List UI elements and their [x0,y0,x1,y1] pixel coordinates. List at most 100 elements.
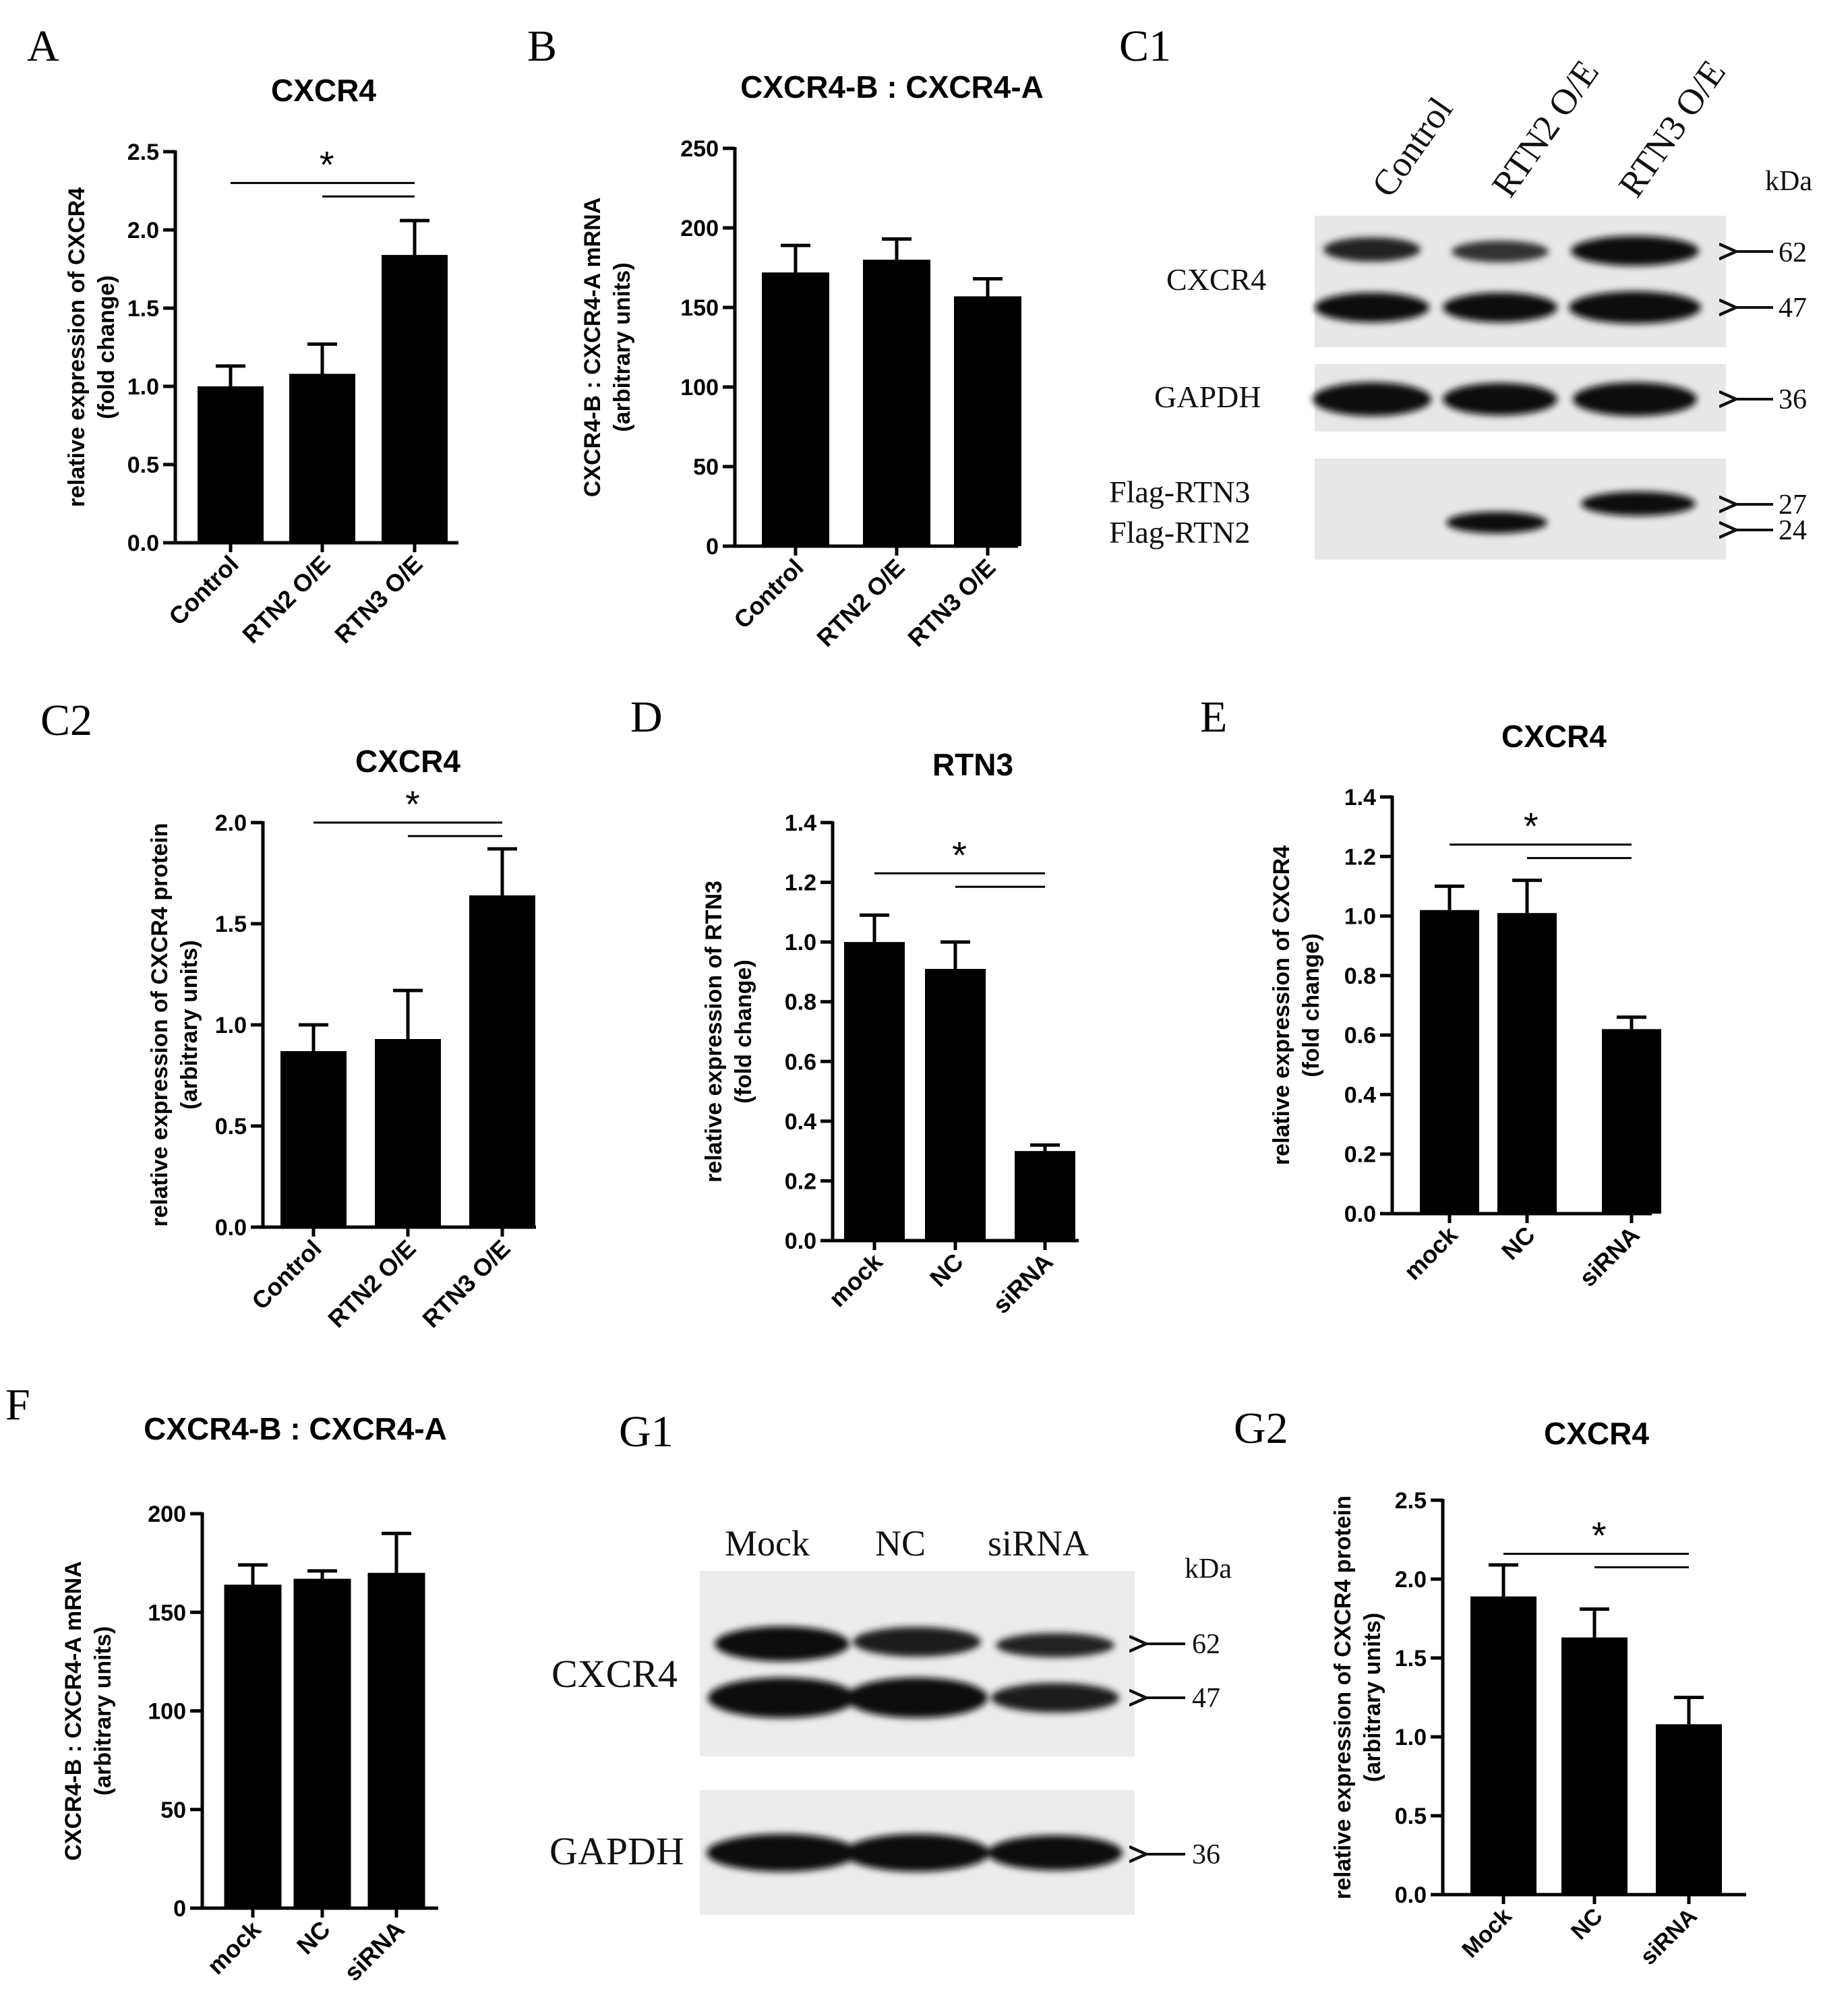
blot-c1-kda: kDa [1765,166,1812,197]
chart-c2-category-label: RTN2 O/E [322,1235,421,1333]
panel-label-c2: C2 [40,696,92,745]
blot-c1-lane-3: RTN3 O/E [1611,53,1733,204]
chart-e-category-label: NC [1496,1221,1541,1266]
chart-c2-title: CXCR4 [355,744,460,779]
chart-b-ytick-label: 0 [706,534,719,560]
chart-g2-category-label: siRNA [1636,1903,1702,1970]
chart-c2-ytick-label: 0.5 [215,1114,247,1139]
blot-c1-lane-1: Control [1364,90,1461,204]
chart-d-category-label: NC [924,1248,969,1293]
chart-d-ytick-label: 1.0 [785,930,816,955]
chart-a-sig-star: * [320,143,334,185]
blot-g1-gapdh-label: GAPDH [549,1829,684,1873]
chart-e-category-label: mock [1398,1220,1463,1285]
chart-c2-y-label-line: (arbitrary units) [177,940,202,1109]
chart-e-title: CXCR4 [1501,719,1607,754]
panel-label-g2: G2 [1234,1404,1288,1453]
blot-g1-kda: kDa [1185,1553,1232,1584]
chart-c2: CXCR4 0.0 0.5 1.0 1.5 2.0 relative expression … [147,744,536,1333]
chart-e-y-label-line: relative expression of CXCR4 [1269,846,1294,1165]
chart-f-bar [367,1572,425,1908]
blot-c1-flag-rtn3-label: Flag-RTN3 [1109,475,1250,509]
chart-e-ytick-label: 1.2 [1344,844,1376,870]
chart-a-bar [289,374,355,543]
chart-e: CXCR4 0.0 0.2 0.4 0.6 0.8 1.0 1.2 1.4 relative ex… [1269,719,1661,1292]
chart-a-ytick-label: 0.0 [127,531,159,556]
chart-g2-category-label: NC [1566,1903,1608,1945]
chart-f-ytick-label: 150 [148,1600,186,1626]
panel-label-d: D [630,692,663,742]
chart-d-ytick-label: 0.8 [785,990,816,1015]
chart-d-sig-star: * [952,833,967,876]
chart-d-ytick-label: 0.6 [785,1049,816,1075]
panel-label-b: B [527,22,557,71]
chart-g2-ytick-label: 1.0 [1395,1725,1427,1750]
chart-e-category-label: siRNA [1574,1221,1644,1292]
chart-a-category-label: Control [163,550,243,630]
chart-e-ytick-label: 0.6 [1344,1023,1376,1048]
chart-c2-bar [280,1051,347,1227]
chart-e-bar [1420,910,1479,1214]
chart-a-ytick-label: 2.0 [127,218,159,243]
chart-d-y-label-line: relative expression of RTN3 [701,881,727,1183]
chart-a-y-label-line: (fold change) [94,275,119,419]
blot-g1-lane-3: siRNA [988,1523,1089,1564]
chart-a-y-label-line: relative expression of CXCR4 [64,187,90,507]
chart-c2-y-label: relative expression of CXCR4 protein (arb… [147,823,202,1227]
chart-a-category-label: RTN3 O/E [329,550,427,649]
chart-b-bar [863,260,930,546]
chart-b-ytick-label: 200 [680,216,719,241]
chart-b-category-label: RTN3 O/E [902,554,1001,652]
panel-label-e: E [1200,692,1227,742]
chart-c2-ytick-label: 0.0 [215,1215,247,1241]
chart-b-category-label: Control [728,554,808,634]
chart-f-y-label-line: CXCR4-B : CXCR4-A mRNA [61,1561,86,1861]
chart-d: RTN3 0.0 0.2 0.4 0.6 0.8 1.0 1.2 1.4 relative exp… [701,747,1079,1319]
chart-a-ytick-label: 2.5 [127,140,159,165]
panel-label-g1: G1 [619,1407,674,1456]
chart-f-ytick-label: 100 [148,1699,186,1725]
blot-c1-marker-47: 47 [1779,293,1807,324]
blot-g1: Mock NC siRNA kDa CXCR4 62 47 GAPDH 36 [549,1523,1232,1915]
chart-g2-ytick-label: 2.0 [1395,1567,1427,1593]
chart-f-bar [224,1584,282,1908]
chart-e-ytick-label: 0.2 [1344,1142,1376,1168]
chart-g2: CXCR4 0.0 0.5 1.0 1.5 2.0 2.5 relative expressi… [1330,1416,1746,1970]
chart-b-bar [762,272,829,546]
chart-f-bar [293,1578,351,1908]
chart-d-bar [925,969,986,1241]
blot-g1-marker-62: 62 [1192,1629,1220,1660]
chart-d-bar [844,942,905,1241]
chart-d-title: RTN3 [932,747,1013,782]
chart-b-category-label: RTN2 O/E [811,554,909,652]
chart-b-ytick-label: 250 [680,136,719,162]
blot-c1: Control RTN2 O/E RTN3 O/E kDa CXCR4 62 4… [1109,53,1812,560]
chart-e-bar [1497,913,1557,1214]
chart-b-ytick-label: 150 [680,295,719,321]
chart-d-category-label: mock [823,1247,888,1312]
chart-f-y-label-line: (arbitrary units) [90,1626,116,1796]
chart-d-ytick-label: 0.0 [785,1228,816,1254]
chart-f-y-label: CXCR4-B : CXCR4-A mRNA (arbitrary units) [61,1561,116,1861]
chart-f-ytick-label: 50 [160,1798,186,1823]
chart-e-y-label: relative expression of CXCR4 (fold change… [1269,846,1324,1165]
chart-g2-bar [1656,1724,1722,1895]
chart-b-ytick-label: 50 [693,454,719,480]
chart-d-bar [1015,1151,1075,1241]
blot-g1-lane-1: Mock [725,1523,810,1564]
chart-c2-sig-star: * [405,783,420,825]
chart-c2-bar [469,895,535,1227]
chart-b-y-label-line: (arbitrary units) [609,262,635,432]
blot-c1-gapdh-bands [1313,382,1697,416]
chart-g2-y-label-line: relative expression of CXCR4 protein [1330,1495,1356,1899]
chart-f-ytick-label: 0 [173,1896,186,1922]
chart-a-bar [382,255,448,543]
chart-d-ytick-label: 1.2 [785,870,816,896]
chart-c2-ytick-label: 2.0 [215,810,247,836]
chart-g2-y-label: relative expression of CXCR4 protein (arb… [1330,1495,1385,1899]
chart-f-category-label: NC [291,1916,336,1960]
blot-g1-cxcr4-label: CXCR4 [551,1652,678,1696]
chart-e-ytick-label: 1.4 [1344,785,1376,810]
chart-e-bar [1602,1029,1661,1214]
blot-c1-marker-62: 62 [1779,237,1807,268]
